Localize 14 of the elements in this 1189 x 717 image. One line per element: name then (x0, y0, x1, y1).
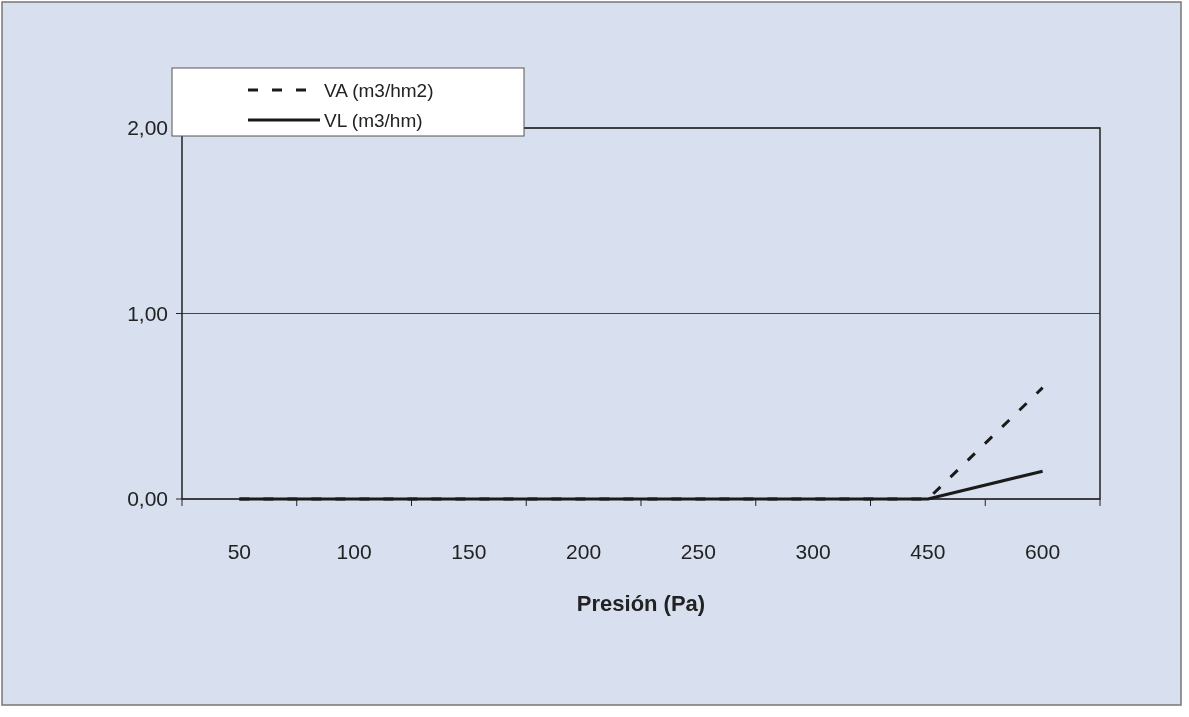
x-tick-label: 200 (566, 540, 602, 563)
x-tick-label: 100 (336, 540, 372, 563)
x-tick-label: 450 (910, 540, 946, 563)
x-tick-label: 250 (680, 540, 716, 563)
y-tick-label: 1,00 (127, 301, 168, 325)
legend-label: VA (m3/hm2) (324, 79, 434, 101)
y-tick-label: 2,00 (127, 116, 168, 140)
x-tick-label: 50 (227, 540, 252, 563)
legend-label: VL (m3/hm) (324, 109, 423, 131)
x-tick-label: 150 (451, 540, 487, 563)
x-tick-label: 600 (1025, 540, 1061, 563)
x-axis-title: Presión (Pa) (576, 591, 706, 616)
x-tick-label: 300 (795, 540, 831, 563)
y-tick-label: 0,00 (127, 487, 168, 511)
